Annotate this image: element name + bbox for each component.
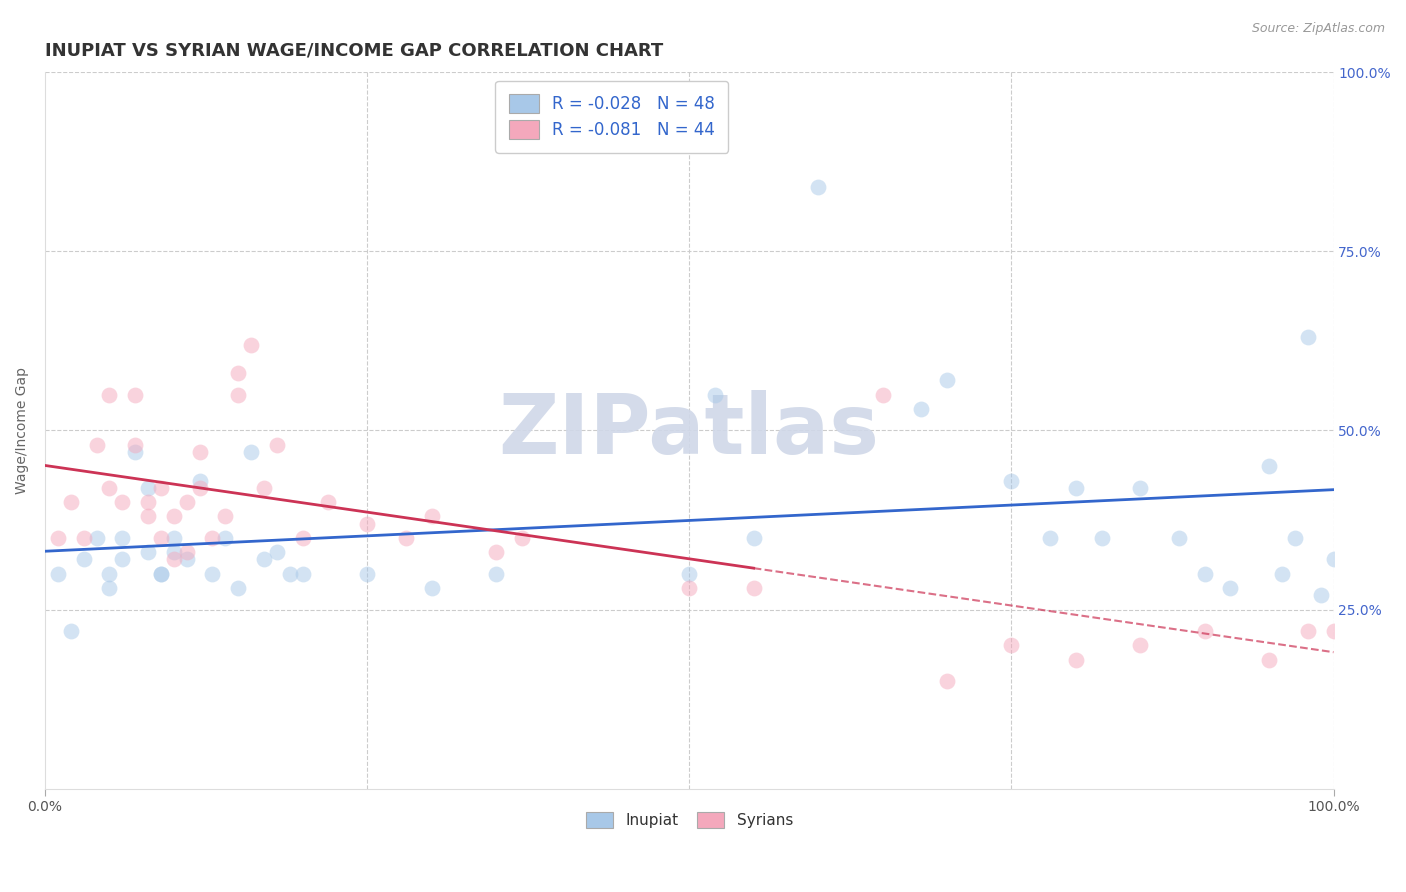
Point: [1064, 652, 1087, 666]
Point: [214, 509, 236, 524]
Point: [1194, 566, 1216, 581]
Point: [149, 566, 172, 581]
Point: [1194, 624, 1216, 638]
Point: [86, 438, 108, 452]
Point: [1322, 552, 1344, 566]
Point: [1090, 531, 1112, 545]
Point: [266, 545, 288, 559]
Point: [163, 509, 186, 524]
Text: ZIPatlas: ZIPatlas: [499, 390, 880, 471]
Text: Source: ZipAtlas.com: Source: ZipAtlas.com: [1251, 22, 1385, 36]
Point: [149, 531, 172, 545]
Point: [266, 438, 288, 452]
Point: [136, 545, 159, 559]
Point: [214, 531, 236, 545]
Point: [240, 337, 263, 351]
Point: [226, 387, 249, 401]
Point: [1000, 474, 1022, 488]
Point: [1258, 459, 1281, 474]
Point: [188, 474, 211, 488]
Point: [136, 495, 159, 509]
Point: [1296, 330, 1319, 344]
Point: [98, 387, 121, 401]
Point: [111, 531, 134, 545]
Point: [1167, 531, 1189, 545]
Point: [1296, 624, 1319, 638]
Point: [98, 581, 121, 595]
Point: [910, 402, 932, 417]
Point: [1064, 481, 1087, 495]
Point: [188, 481, 211, 495]
Point: [226, 581, 249, 595]
Point: [111, 552, 134, 566]
Point: [1219, 581, 1241, 595]
Point: [420, 509, 443, 524]
Legend: Inupiat, Syrians: Inupiat, Syrians: [579, 806, 799, 835]
Point: [124, 387, 146, 401]
Point: [59, 624, 82, 638]
Point: [742, 531, 765, 545]
Point: [124, 438, 146, 452]
Point: [1284, 531, 1306, 545]
Point: [136, 481, 159, 495]
Point: [240, 445, 263, 459]
Point: [188, 445, 211, 459]
Point: [226, 366, 249, 380]
Point: [291, 566, 314, 581]
Point: [176, 495, 198, 509]
Point: [1129, 638, 1152, 652]
Point: [485, 566, 508, 581]
Point: [1271, 566, 1294, 581]
Point: [72, 531, 94, 545]
Point: [98, 481, 121, 495]
Point: [1322, 624, 1344, 638]
Point: [163, 545, 186, 559]
Point: [485, 545, 508, 559]
Point: [149, 566, 172, 581]
Point: [318, 495, 340, 509]
Point: [72, 552, 94, 566]
Point: [936, 674, 959, 689]
Point: [678, 581, 700, 595]
Point: [124, 445, 146, 459]
Point: [678, 566, 700, 581]
Point: [278, 566, 301, 581]
Text: INUPIAT VS SYRIAN WAGE/INCOME GAP CORRELATION CHART: INUPIAT VS SYRIAN WAGE/INCOME GAP CORREL…: [45, 42, 664, 60]
Point: [356, 566, 378, 581]
Point: [1129, 481, 1152, 495]
Point: [395, 531, 418, 545]
Point: [163, 531, 186, 545]
Point: [59, 495, 82, 509]
Point: [872, 387, 894, 401]
Point: [420, 581, 443, 595]
Point: [356, 516, 378, 531]
Point: [201, 531, 224, 545]
Point: [136, 509, 159, 524]
Point: [176, 545, 198, 559]
Point: [742, 581, 765, 595]
Point: [1309, 588, 1331, 602]
Point: [936, 373, 959, 387]
Point: [98, 566, 121, 581]
Point: [46, 531, 69, 545]
Point: [163, 552, 186, 566]
Point: [86, 531, 108, 545]
Point: [1258, 652, 1281, 666]
Point: [253, 552, 276, 566]
Point: [149, 481, 172, 495]
Point: [46, 566, 69, 581]
Point: [291, 531, 314, 545]
Point: [176, 552, 198, 566]
Point: [807, 180, 830, 194]
Point: [111, 495, 134, 509]
Point: [1039, 531, 1062, 545]
Point: [510, 531, 533, 545]
Point: [201, 566, 224, 581]
Point: [253, 481, 276, 495]
Point: [704, 387, 727, 401]
Point: [1000, 638, 1022, 652]
Y-axis label: Wage/Income Gap: Wage/Income Gap: [15, 367, 30, 494]
